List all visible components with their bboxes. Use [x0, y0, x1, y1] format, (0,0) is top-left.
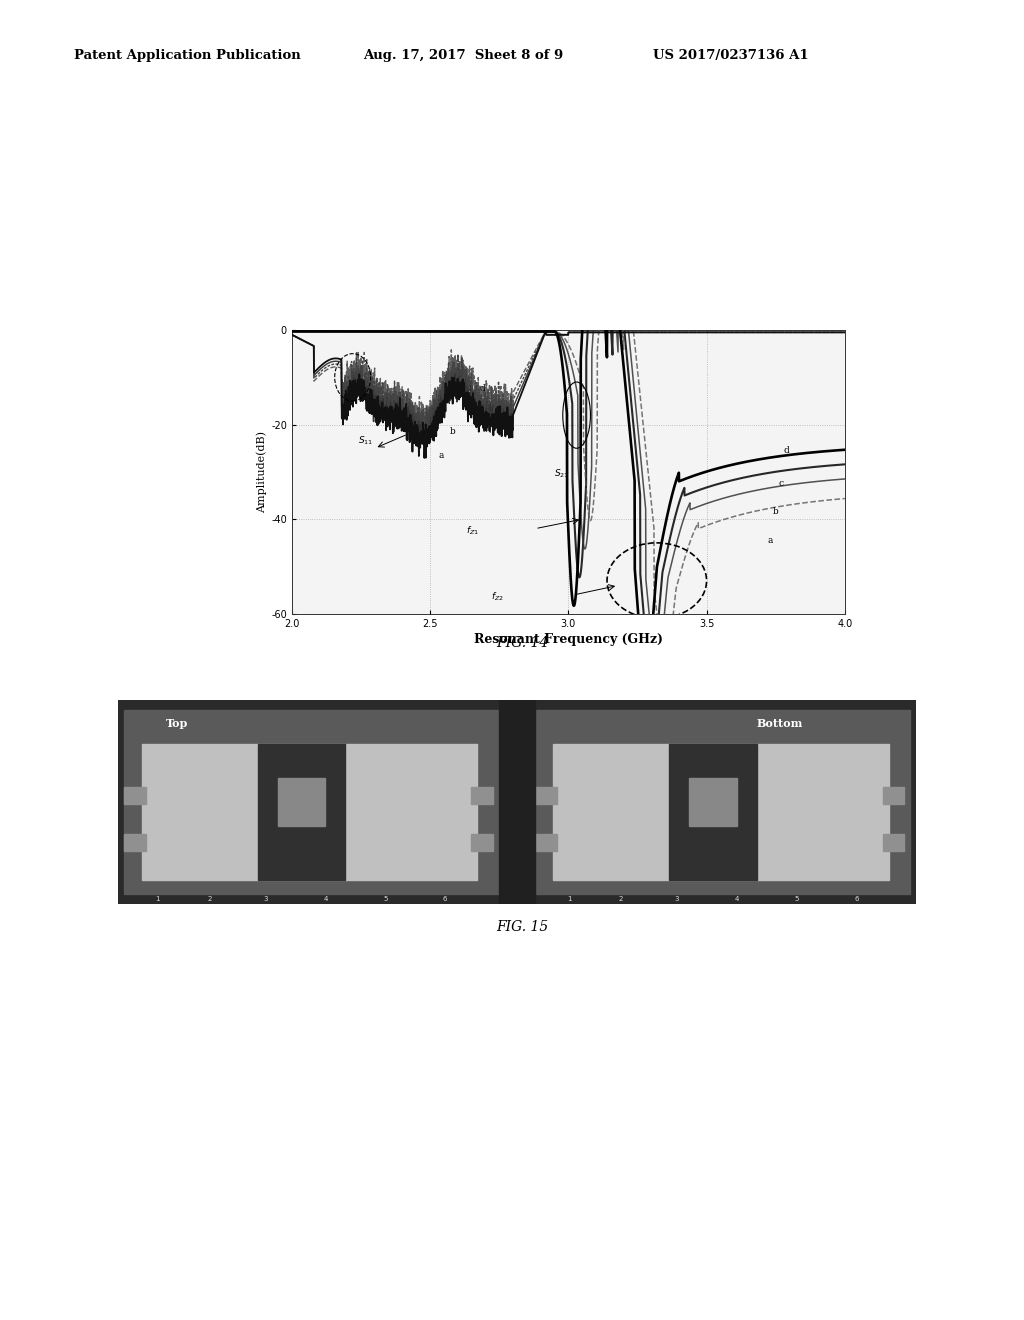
Text: $S_{11}$: $S_{11}$ [358, 434, 374, 447]
Bar [471, 834, 494, 851]
Bar [689, 777, 737, 826]
Text: c: c [778, 479, 783, 488]
Text: 5: 5 [795, 896, 799, 903]
Text: d: d [784, 446, 790, 455]
Bar [278, 777, 326, 826]
Bar [553, 744, 889, 880]
Bar [536, 710, 910, 894]
Text: 5: 5 [383, 896, 387, 903]
Text: US 2017/0237136 A1: US 2017/0237136 A1 [653, 49, 809, 62]
Text: 1: 1 [156, 896, 160, 903]
Bar [536, 787, 557, 804]
Text: 1: 1 [567, 896, 571, 903]
Text: Patent Application Publication: Patent Application Publication [74, 49, 300, 62]
Text: 4: 4 [734, 896, 739, 903]
Text: 6: 6 [443, 896, 447, 903]
Text: 4: 4 [324, 896, 328, 903]
Bar [471, 787, 494, 804]
Text: 2: 2 [208, 896, 212, 903]
Bar [124, 710, 499, 894]
Bar [141, 744, 477, 880]
Text: $f_{Z2}$: $f_{Z2}$ [490, 590, 504, 603]
Y-axis label: Amplitude(dB): Amplitude(dB) [256, 430, 267, 513]
Bar [669, 744, 757, 880]
Bar [124, 787, 145, 804]
Bar [536, 834, 557, 851]
Text: a: a [438, 450, 443, 459]
Text: Bottom: Bottom [757, 718, 803, 729]
Text: c: c [463, 404, 468, 412]
Text: b: b [450, 428, 456, 436]
Bar [883, 787, 904, 804]
X-axis label: Resonant Frequency (GHz): Resonant Frequency (GHz) [474, 632, 663, 645]
Text: a: a [767, 536, 773, 545]
Text: 6: 6 [854, 896, 859, 903]
Text: 3: 3 [675, 896, 679, 903]
Text: 2: 2 [618, 896, 624, 903]
Bar [883, 834, 904, 851]
Text: d: d [480, 384, 485, 393]
Text: $S_{21}$: $S_{21}$ [555, 467, 569, 480]
Bar [258, 744, 345, 880]
Text: FIG. 15: FIG. 15 [496, 920, 549, 933]
Text: 3: 3 [263, 896, 267, 903]
Bar [499, 700, 536, 904]
Text: FIG. 14: FIG. 14 [496, 636, 549, 649]
Text: b: b [773, 507, 778, 516]
Text: Top: Top [166, 718, 188, 729]
Bar [124, 834, 145, 851]
Text: $f_{Z1}$: $f_{Z1}$ [466, 524, 479, 537]
Text: Aug. 17, 2017  Sheet 8 of 9: Aug. 17, 2017 Sheet 8 of 9 [364, 49, 564, 62]
